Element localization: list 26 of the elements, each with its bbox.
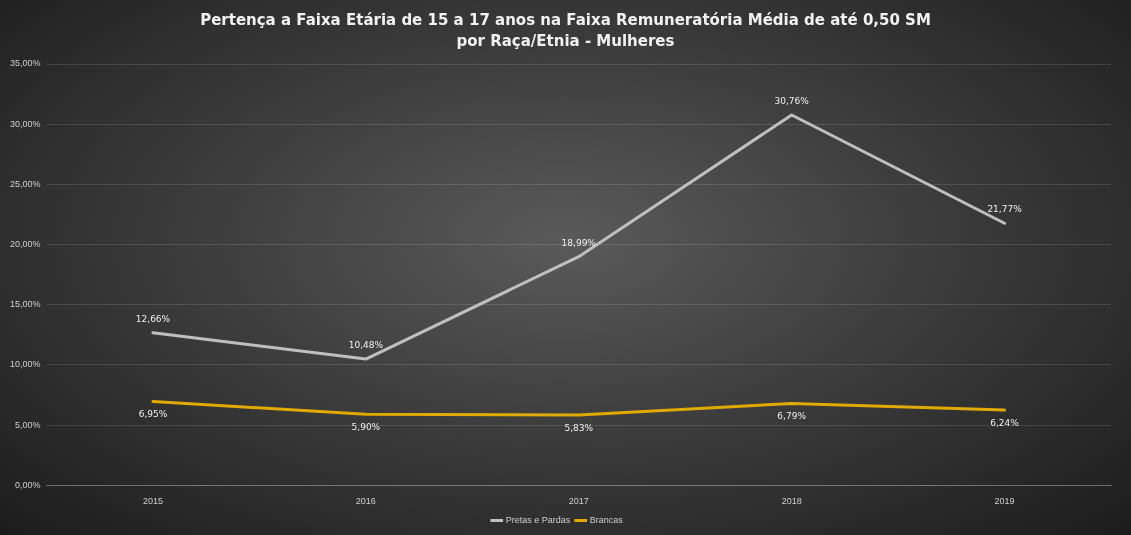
data-label: 5,83%	[564, 422, 594, 433]
x-tick-label: 2017	[568, 496, 589, 507]
data-label: 6,79%	[777, 411, 807, 422]
x-tick-label: 2016	[355, 496, 376, 507]
data-label: 6,95%	[138, 409, 168, 420]
y-tick-label: 20,00%	[9, 239, 41, 249]
y-tick-label: 35,00%	[9, 58, 41, 69]
chart-title: Pertença a Faixa Etária de 15 a 17 anos na Faixa Remuneratória Média de até 0,50 SM por Raça/Etnia - Mulheres	[199, 10, 932, 52]
data-label: 30,76%	[774, 95, 810, 106]
data-label: 10,48%	[348, 339, 384, 350]
x-tick-label: 2018	[781, 496, 802, 507]
legend-label: Brancas	[589, 514, 624, 525]
data-label: 21,77%	[987, 204, 1023, 215]
y-tick-label: 10,00%	[9, 359, 41, 370]
legend-label: Pretas e Pardas	[505, 514, 571, 525]
y-tick-label: 30,00%	[9, 118, 41, 129]
y-tick-label: 0,00%	[14, 479, 41, 490]
y-tick-label: 5,00%	[14, 419, 41, 430]
data-label: 12,66%	[135, 313, 171, 324]
x-tick-label: 2019	[994, 496, 1015, 507]
x-tick-label: 2015	[142, 496, 163, 507]
data-label: 6,24%	[990, 417, 1020, 428]
y-tick-label: 15,00%	[9, 299, 41, 310]
data-label: 5,90%	[351, 422, 381, 433]
data-label: 18,99%	[561, 237, 597, 248]
y-tick-label: 25,00%	[9, 178, 41, 189]
